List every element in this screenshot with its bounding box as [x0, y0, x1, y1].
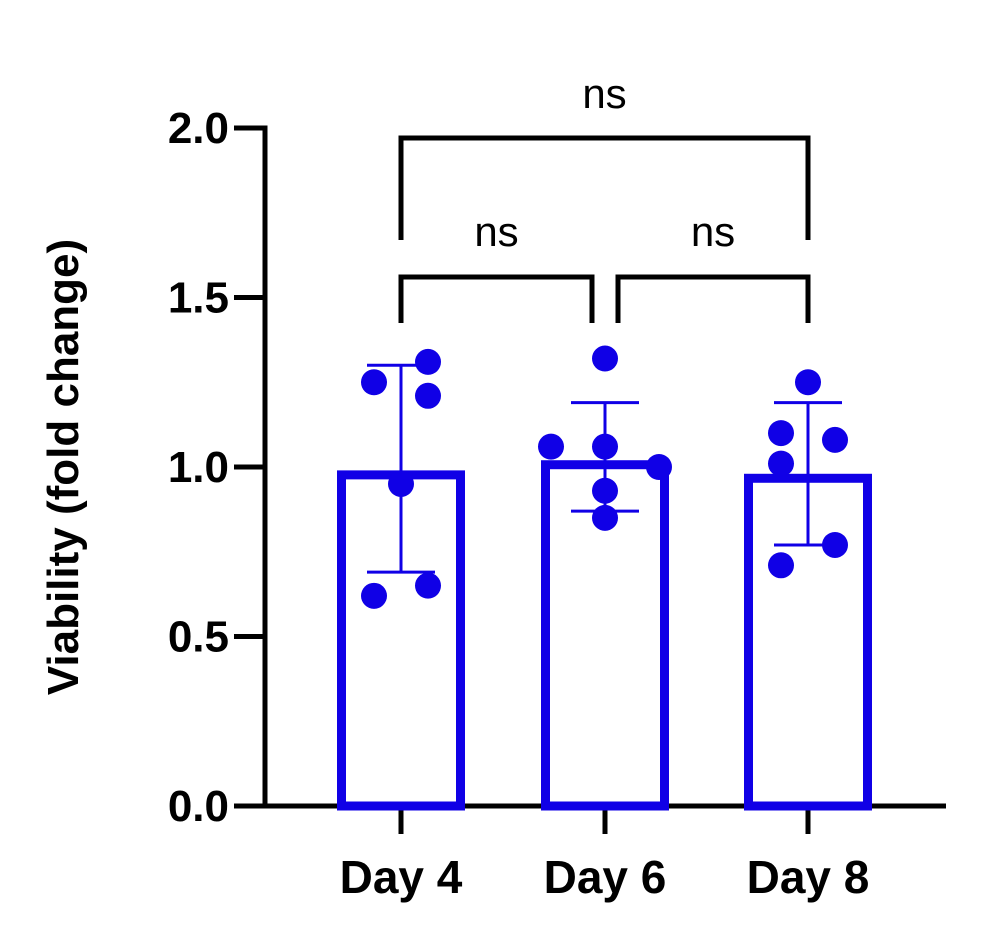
data-points: [361, 345, 848, 609]
data-point: [415, 348, 441, 375]
data-point: [415, 572, 441, 599]
data-point: [768, 552, 794, 579]
significance-bracket: [398, 135, 811, 240]
significance-bracket: [398, 274, 595, 323]
data-point: [361, 369, 387, 396]
y-tick-label: 1.5: [168, 274, 229, 323]
significance-bracket: [615, 274, 811, 323]
x-axis: Day 4 Day 6 Day 8: [262, 803, 946, 903]
data-point: [646, 454, 672, 480]
y-axis: 0.0 0.5 1.0 1.5 2.0: [168, 104, 268, 831]
data-point: [768, 450, 794, 477]
data-point: [361, 582, 387, 609]
x-category-label: Day 6: [544, 851, 667, 903]
data-point: [795, 369, 821, 396]
significance-brackets: ns ns ns: [398, 70, 811, 323]
data-point: [415, 382, 441, 409]
y-tick-label: 2.0: [168, 104, 229, 153]
data-point: [538, 433, 564, 460]
data-point: [822, 531, 848, 558]
data-point: [592, 433, 618, 460]
data-point: [592, 345, 618, 372]
significance-label: ns: [474, 208, 518, 255]
y-tick-label: 1.0: [168, 443, 229, 492]
data-point: [768, 420, 794, 447]
y-tick-label: 0.0: [168, 782, 229, 831]
data-point: [388, 470, 414, 497]
y-tick-label: 0.5: [168, 613, 229, 662]
x-category-label: Day 4: [340, 851, 463, 903]
data-point: [592, 477, 618, 504]
data-point: [822, 426, 848, 453]
significance-label: ns: [691, 208, 735, 255]
x-category-label: Day 8: [747, 851, 870, 903]
significance-label: ns: [582, 70, 626, 117]
data-point: [592, 504, 618, 531]
y-axis-title: Viability (fold change): [39, 239, 88, 695]
